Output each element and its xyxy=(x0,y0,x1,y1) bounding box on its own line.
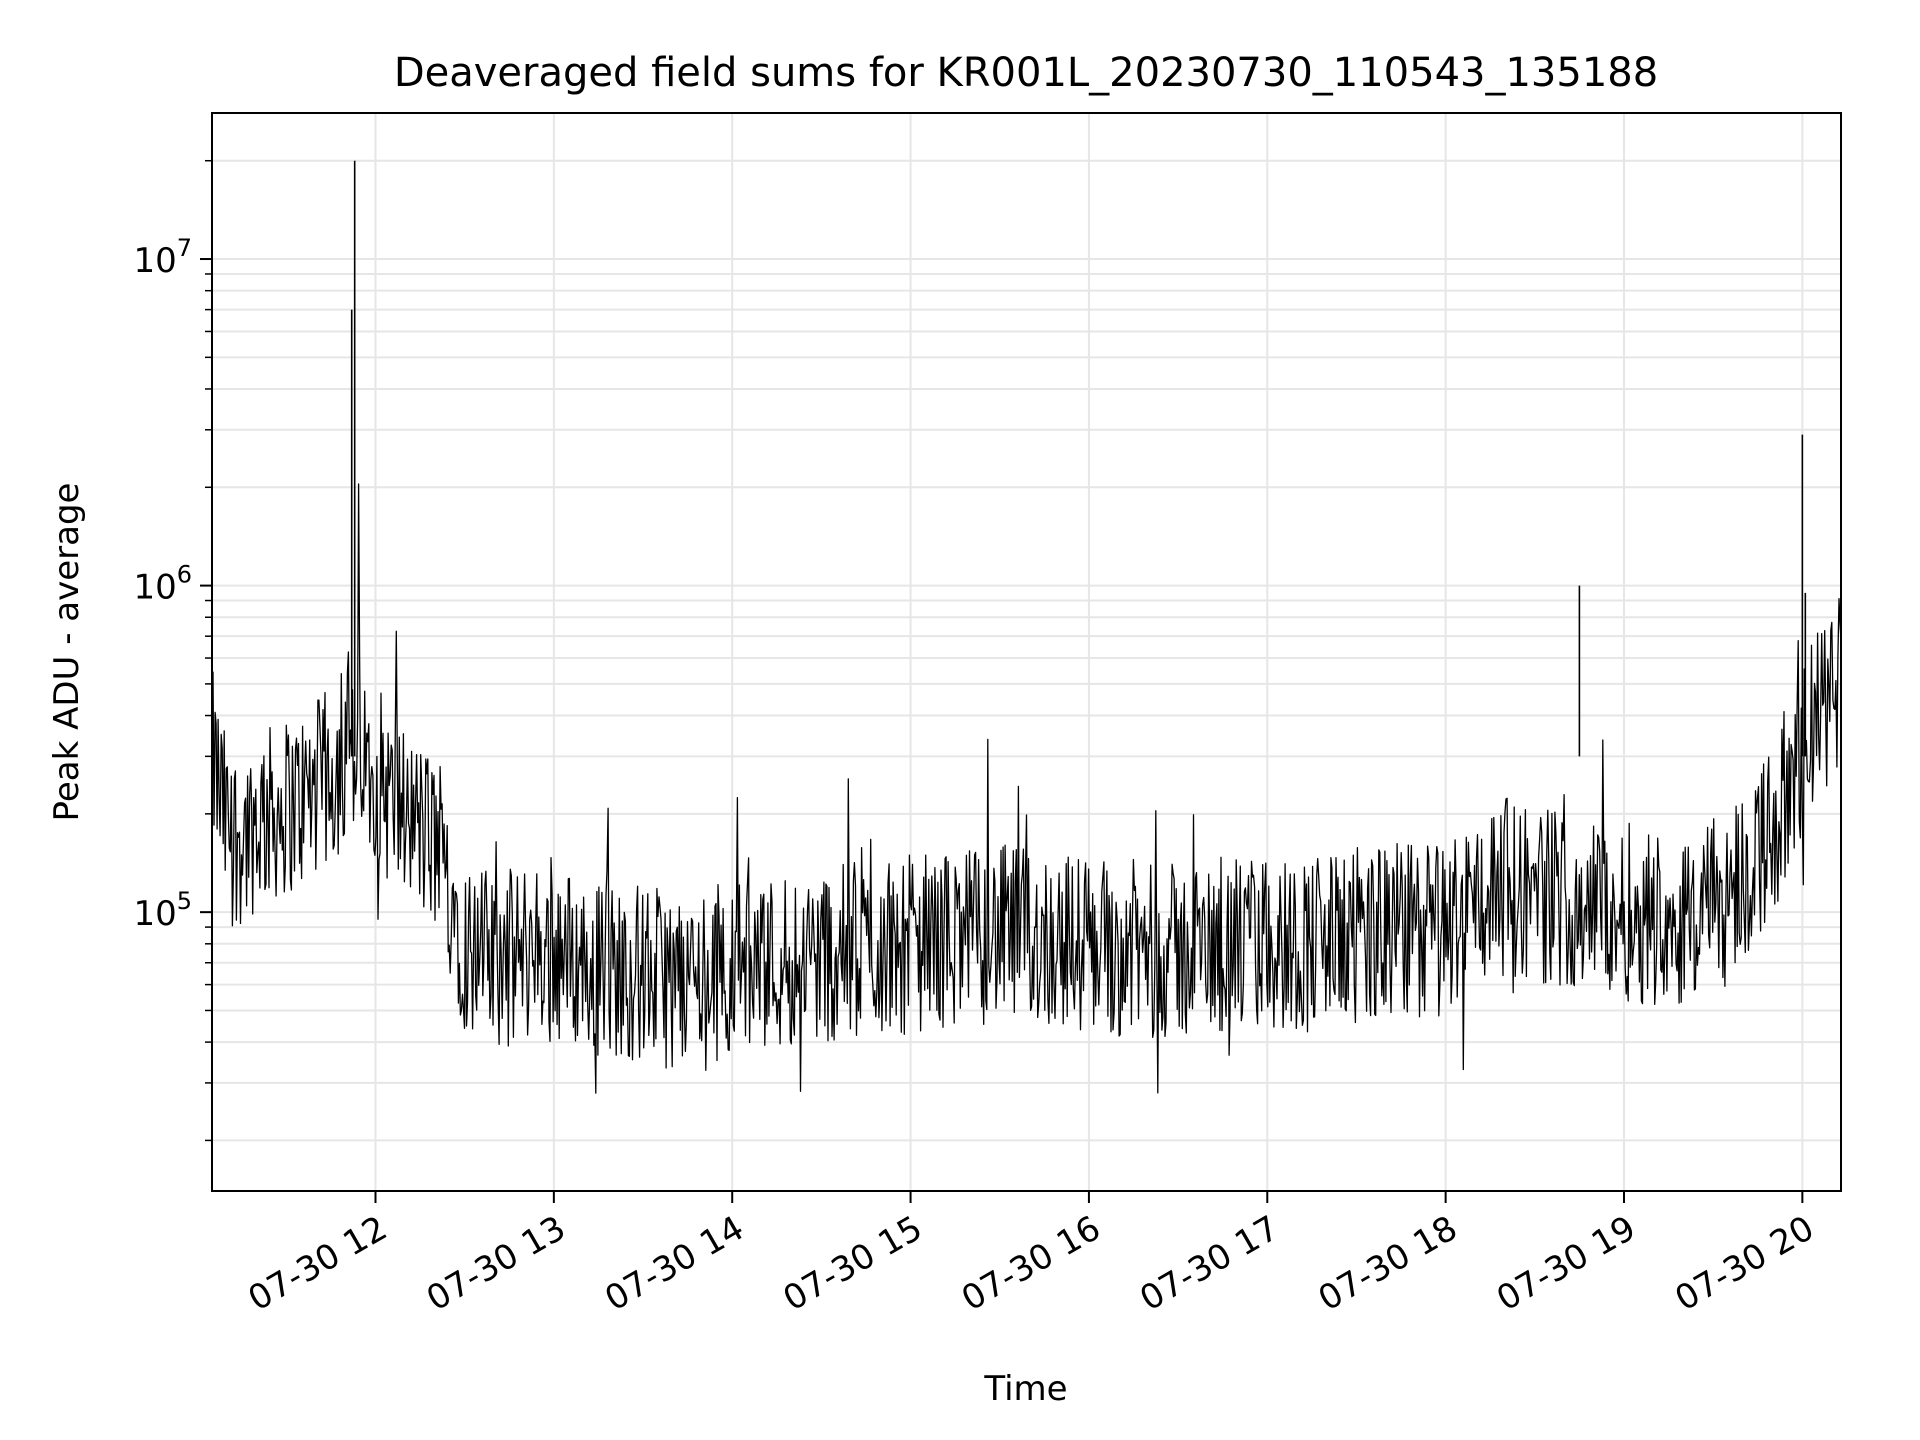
y-tick-exponent: 7 xyxy=(177,234,192,262)
y-tick-base: 10 xyxy=(133,241,176,281)
series-layer xyxy=(211,160,1842,1094)
y-tick-exponent: 6 xyxy=(177,561,192,589)
chart-title: Deaveraged field sums for KR001L_2023073… xyxy=(394,50,1658,96)
y-tick-label: 107 xyxy=(133,234,192,281)
y-axis-label: Peak ADU - average xyxy=(47,483,87,822)
y-tick-label: 105 xyxy=(133,887,192,934)
y-tick-base: 10 xyxy=(133,568,176,608)
plot-frame xyxy=(211,112,1842,1192)
x-axis-label: Time xyxy=(983,1369,1067,1409)
y-tick-exponent: 5 xyxy=(177,887,192,915)
y-tick-label: 106 xyxy=(133,561,192,608)
series-line xyxy=(211,483,1842,1094)
y-tick-base: 10 xyxy=(133,894,176,934)
